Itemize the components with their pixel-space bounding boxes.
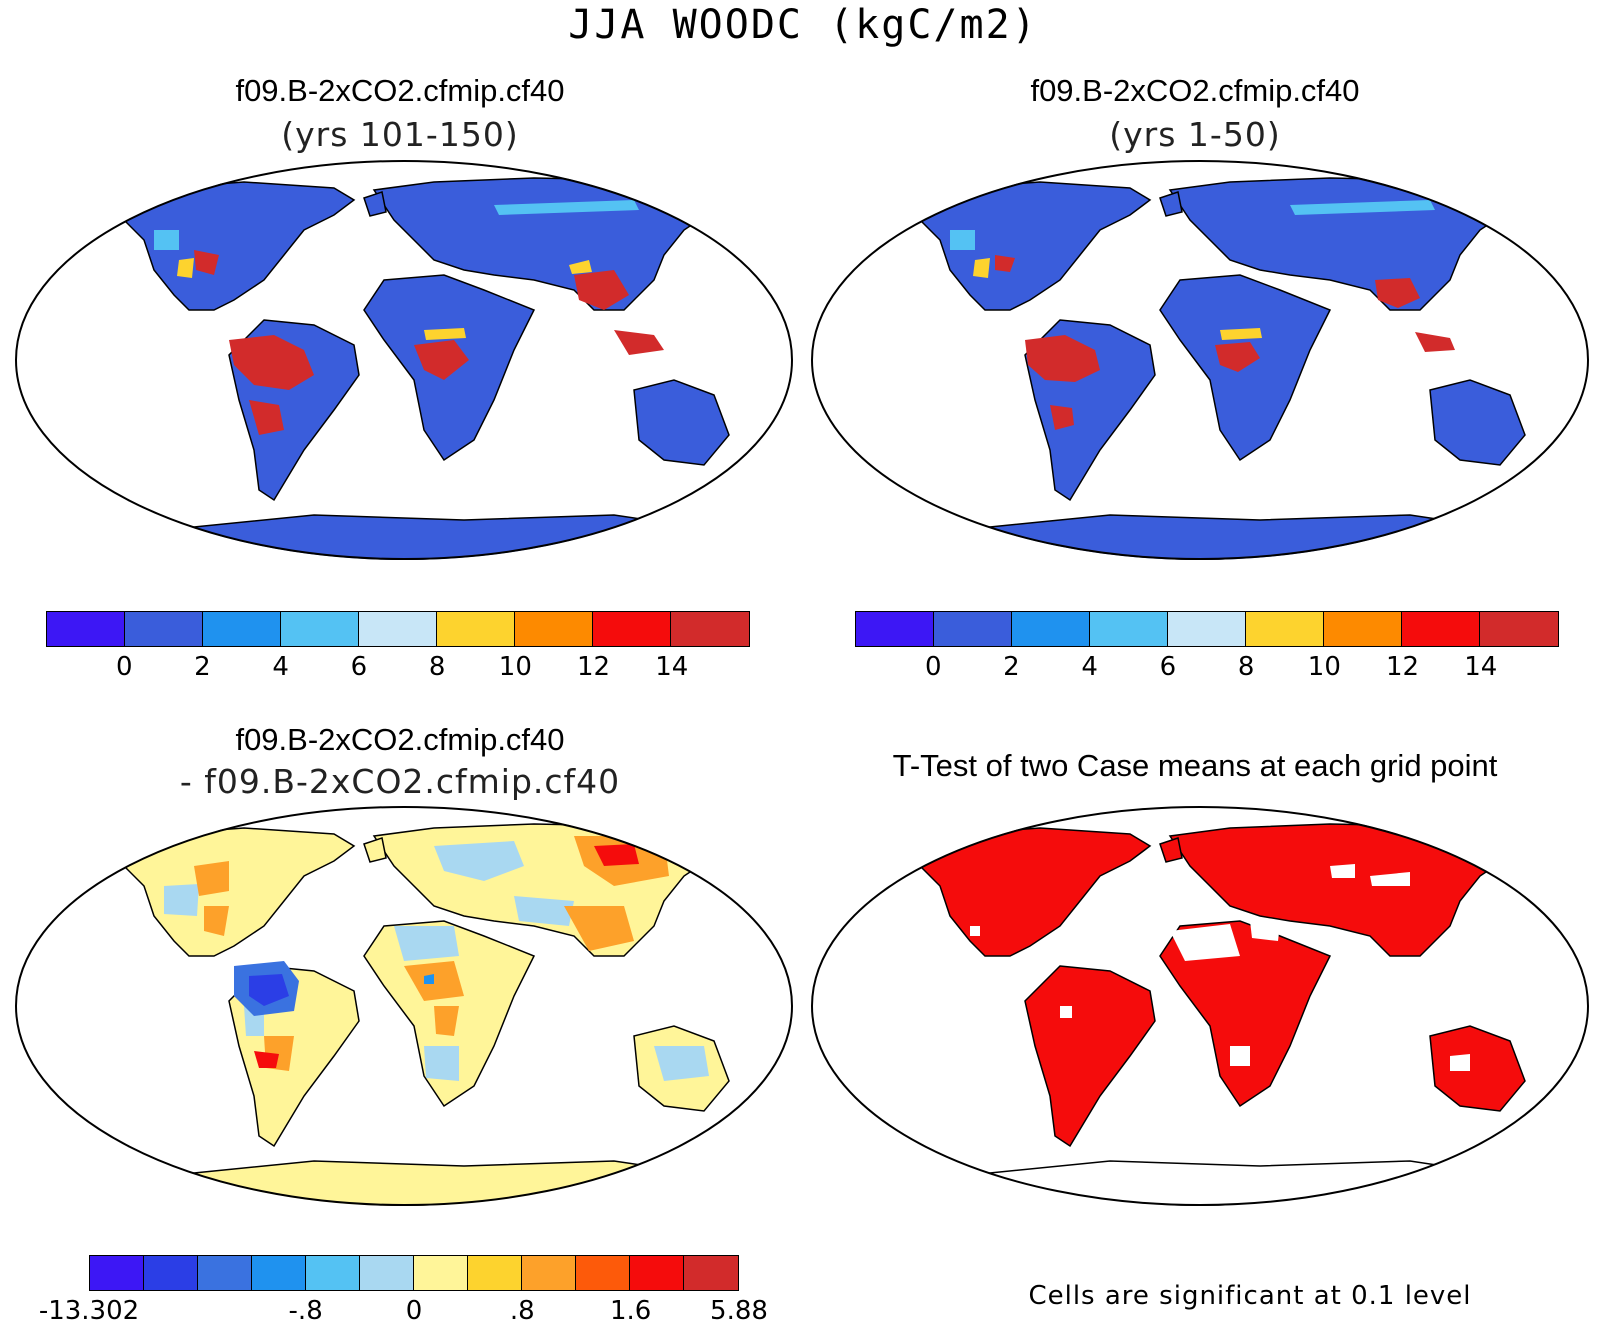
colorbar-swatch (358, 612, 437, 646)
colorbar-swatch (414, 1256, 468, 1290)
map-panel2 (811, 160, 1589, 560)
slight-decrease (164, 841, 709, 1081)
high-values (995, 255, 1455, 430)
colorbar-tick-label: 8 (428, 652, 446, 682)
colorbar-swatch (856, 612, 934, 646)
colorbar-panel2-ticks: 0 2 4 6 8 10 12 14 (855, 652, 1559, 686)
colorbar-swatch (684, 1256, 738, 1290)
colorbar-tick-label: -.8 (288, 1296, 323, 1326)
colorbar-swatch (360, 1256, 414, 1290)
colorbar-swatch (198, 1256, 252, 1290)
colorbar-tick-label: 2 (194, 652, 211, 682)
map-panel1 (15, 160, 793, 560)
colorbar-panel1-ticks: 0 2 4 6 8 10 12 14 (46, 652, 750, 686)
colorbar-panel1 (46, 611, 750, 647)
colorbar-tick-label: 6 (350, 652, 368, 682)
colorbar-tick-label: 10 (1307, 652, 1341, 682)
panel4-title: T-Test of two Case means at each grid po… (892, 748, 1498, 783)
mid-values (177, 258, 592, 340)
colorbar-swatch (1401, 612, 1480, 646)
non-significant-cells (970, 864, 1470, 1071)
colorbar-tick-label: 12 (1386, 652, 1420, 682)
colorbar-tick-label: 1.6 (609, 1296, 652, 1326)
map-border (15, 160, 793, 560)
panel1-subtitle: (yrs 101-150) (281, 115, 519, 154)
colorbar-swatch (576, 1256, 630, 1290)
colorbar-panel2 (855, 611, 1559, 647)
large-increase (254, 844, 639, 1068)
colorbar-swatch (933, 612, 1012, 646)
map-border (811, 160, 1589, 560)
colorbar-swatch (630, 1256, 684, 1290)
colorbar-tick-label: 0 (405, 1296, 423, 1326)
map-panel4 (811, 806, 1589, 1206)
colorbar-tick-label: 8 (1237, 652, 1255, 682)
colorbar-tick-label: 10 (498, 652, 532, 682)
large-decrease (234, 961, 434, 1016)
colorbar-panel3 (89, 1255, 739, 1291)
colorbar-swatch (522, 1256, 576, 1290)
colorbar-tick-label: 14 (655, 652, 689, 682)
colorbar-swatch (1245, 612, 1324, 646)
panel2-subtitle: (yrs 1-50) (1109, 115, 1281, 154)
colorbar-tick-label: 14 (1464, 652, 1498, 682)
colorbar-swatch (670, 612, 749, 646)
colorbar-swatch (280, 612, 359, 646)
colorbar-swatch (436, 612, 515, 646)
land-layer (898, 177, 1553, 560)
colorbar-swatch (468, 1256, 522, 1290)
colorbar-tick-label: -13.302 (38, 1296, 140, 1326)
colorbar-swatch (124, 612, 203, 646)
colorbar-swatch (592, 612, 671, 646)
colorbar-swatch (252, 1256, 306, 1290)
low-mid-values (950, 200, 1435, 250)
high-values (194, 250, 664, 435)
colorbar-tick-label: .8 (509, 1296, 535, 1326)
panel1-title: f09.B-2xCO2.cfmip.cf40 (235, 73, 565, 108)
map-border (811, 806, 1589, 1206)
low-mid-values (154, 200, 639, 250)
significance-note: Cells are significant at 0.1 level (1028, 1281, 1472, 1311)
colorbar-tick-label: 4 (272, 652, 289, 682)
colorbar-swatch (1089, 612, 1168, 646)
colorbar-swatch (47, 612, 125, 646)
map-panel3 (15, 806, 793, 1206)
colorbar-swatch (1323, 612, 1402, 646)
colorbar-swatch (144, 1256, 198, 1290)
panel2-title: f09.B-2xCO2.cfmip.cf40 (1030, 73, 1360, 108)
figure-title: JJA WOODC (kgC/m2) (568, 2, 1038, 48)
colorbar-swatch (1479, 612, 1558, 646)
colorbar-swatch (1167, 612, 1246, 646)
panel3-title: f09.B-2xCO2.cfmip.cf40 (235, 722, 565, 757)
colorbar-tick-label: 12 (577, 652, 611, 682)
colorbar-swatch (1011, 612, 1090, 646)
colorbar-swatch (306, 1256, 360, 1290)
colorbar-tick-label: 6 (1159, 652, 1177, 682)
colorbar-swatch (90, 1256, 144, 1290)
colorbar-tick-label: 5.88 (710, 1296, 768, 1326)
colorbar-swatch (514, 612, 593, 646)
colorbar-swatch (202, 612, 281, 646)
map-border (15, 806, 793, 1206)
panel3-subtitle: - f09.B-2xCO2.cfmip.cf40 (179, 762, 621, 801)
colorbar-tick-label: 4 (1081, 652, 1098, 682)
colorbar-tick-label: 0 (924, 652, 942, 682)
colorbar-tick-label: 0 (115, 652, 133, 682)
colorbar-tick-label: 2 (1003, 652, 1020, 682)
significant-cells (898, 823, 1526, 1148)
colorbar-panel3-ticks: -13.302 -.8 0 .8 1.6 5.88 (39, 1296, 768, 1326)
mid-values (973, 258, 1262, 340)
